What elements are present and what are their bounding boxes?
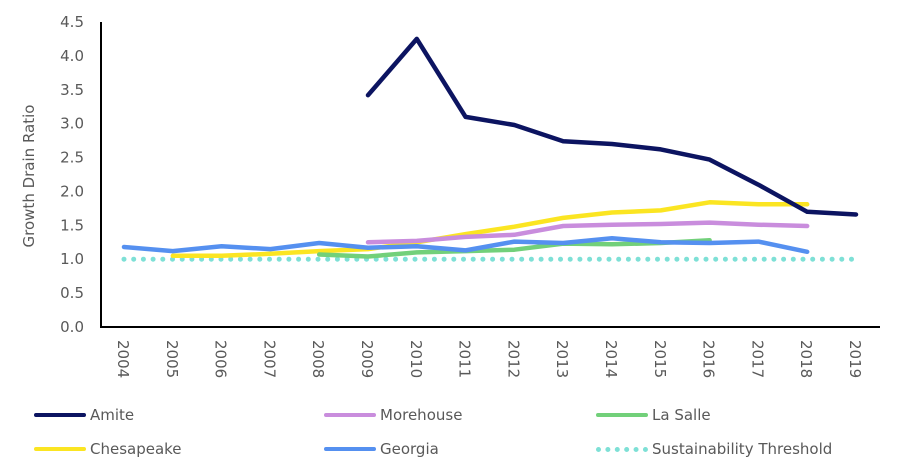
y-tick-label: 1.0 [60, 250, 84, 268]
line-morehouse [365, 220, 810, 245]
y-tick-label: 4.5 [60, 13, 84, 31]
x-tick-label: 2012 [504, 340, 522, 378]
x-tick-label: 2016 [700, 340, 718, 378]
y-axis-title: Growth Drain Ratio [20, 105, 38, 248]
y-tick-label: 0.5 [60, 284, 84, 302]
x-tick-label: 2011 [456, 340, 474, 378]
y-tick-labels: 0.0 0.5 1.0 1.5 2.0 2.5 3.0 3.5 4.0 4.5 [60, 13, 84, 336]
x-tick-label: 2018 [797, 340, 815, 378]
series-chesapeake [170, 200, 810, 259]
line-chesapeake [170, 200, 810, 259]
series-layer [121, 36, 859, 262]
x-tick-label: 2008 [309, 340, 327, 378]
x-tick-label: 2019 [846, 340, 864, 378]
line-georgia [121, 235, 810, 255]
x-tick-label: 2009 [358, 340, 376, 378]
y-tick-label: 4.0 [60, 47, 84, 65]
line-la-salle [316, 237, 712, 259]
x-tick-label: 2004 [114, 340, 132, 378]
x-tick-label: 2017 [748, 340, 766, 378]
x-tick-label: 2015 [651, 340, 669, 378]
x-tick-label: 2006 [212, 340, 230, 378]
y-tick-label: 1.5 [60, 216, 84, 234]
y-tick-label: 3.0 [60, 115, 84, 133]
x-tick-labels: 2004 2005 2006 2007 2008 2009 2010 2011 2012 2013… [114, 340, 864, 378]
series-amite [365, 36, 859, 217]
series-georgia [121, 235, 810, 255]
y-tick-label: 0.0 [60, 318, 84, 336]
y-tick-label: 3.5 [60, 81, 84, 99]
x-tick-label: 2007 [260, 340, 278, 378]
y-tick-label: 2.5 [60, 149, 84, 167]
x-tick-label: 2005 [163, 340, 181, 378]
series-la-salle [316, 237, 712, 259]
y-tick-label: 2.0 [60, 182, 84, 200]
x-tick-label: 2013 [553, 340, 571, 378]
x-tick-label: 2010 [407, 340, 425, 378]
series-morehouse [365, 220, 810, 245]
line-amite [365, 36, 859, 217]
x-tick-label: 2014 [602, 340, 620, 378]
